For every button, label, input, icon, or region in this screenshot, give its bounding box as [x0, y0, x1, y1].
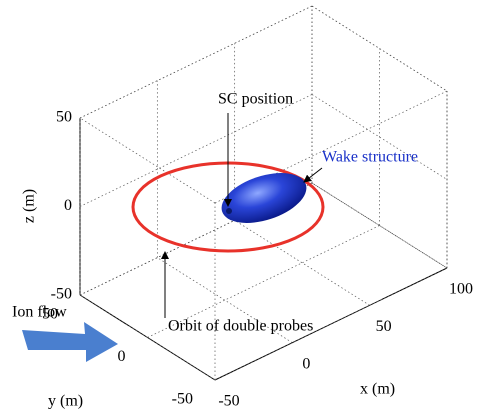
- annotation: Wake structure: [322, 149, 418, 166]
- arrow: [304, 168, 322, 182]
- annotation: SC position: [218, 91, 293, 108]
- x-tick-label: -50: [218, 393, 239, 410]
- y-tick-label: -50: [172, 391, 193, 408]
- sc-marker: [226, 208, 232, 214]
- wake-structure: [215, 163, 312, 232]
- z-tick-label: -50: [51, 286, 72, 303]
- y-tick-label: 0: [118, 348, 126, 365]
- x-tick-label: 100: [449, 281, 473, 298]
- box-edge: [80, 118, 215, 203]
- x-axis-label: x (m): [360, 381, 395, 398]
- annotation: Ion flow: [12, 304, 67, 321]
- z-tick-label: 0: [64, 197, 72, 214]
- z-tick-label: 50: [56, 109, 72, 126]
- x-tick-label: 0: [302, 355, 310, 372]
- annotation: Orbit of double probes: [168, 318, 313, 335]
- x-tick-label: 50: [376, 318, 392, 335]
- z-axis-label: z (m): [21, 189, 38, 223]
- figure: -50050100-50050-50050 SC position Wake s…: [0, 0, 504, 419]
- ion-flow-arrow: [22, 322, 118, 362]
- y-axis-label: y (m): [48, 393, 83, 410]
